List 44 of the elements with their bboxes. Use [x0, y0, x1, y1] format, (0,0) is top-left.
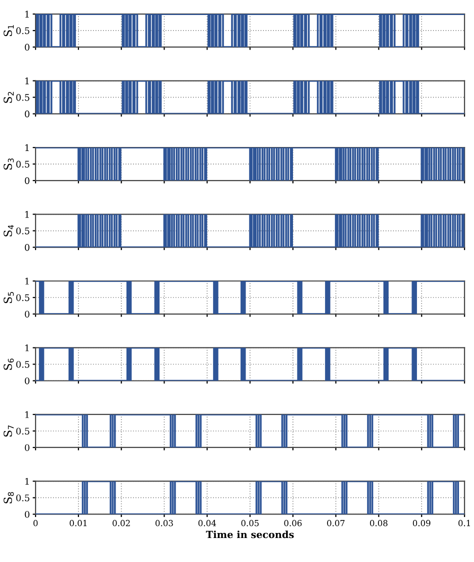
y-tick-label: 0.5	[16, 27, 30, 34]
y-tick-label: 0	[24, 44, 30, 51]
x-tick-label: 0	[33, 520, 38, 526]
x-tick-label: 0.07	[327, 520, 345, 526]
y-tick-label: 1	[25, 344, 29, 352]
x-tick-label: 0.03	[156, 520, 173, 526]
y-axis-title: S$_{6}$	[4, 358, 14, 370]
y-tick-label: 1	[25, 10, 29, 18]
y-tick-label: 0	[24, 377, 30, 384]
x-tick-label: 0.06	[284, 520, 302, 526]
x-tick-label: 0.05	[241, 520, 259, 526]
y-tick-label: 1	[25, 411, 29, 418]
y-tick-label: 0	[24, 444, 30, 452]
x-tick-label: 0.04	[198, 520, 216, 526]
x-tick-label: 0.09	[412, 520, 430, 526]
y-tick-label: 0	[24, 244, 30, 251]
y-tick-label: 0	[24, 110, 30, 118]
y-tick-label: 1	[25, 478, 29, 485]
x-tick-label: 0.08	[370, 520, 388, 526]
y-tick-label: 0	[24, 177, 30, 184]
y-axis-title: S$_{1}$	[4, 25, 14, 36]
y-tick-label: 0	[24, 310, 30, 318]
x-tick-label: 0.1	[458, 520, 470, 526]
y-tick-label: 1	[25, 210, 29, 218]
y-tick-label: 0	[24, 510, 30, 518]
y-tick-label: 0.5	[16, 94, 30, 101]
y-axis-title: S$_{3}$	[4, 158, 14, 170]
y-tick-label: 0.5	[16, 360, 30, 368]
y-tick-label: 0.5	[16, 294, 30, 302]
y-axis-title: S$_{5}$	[4, 292, 14, 304]
y-tick-label: 0.5	[16, 494, 30, 502]
y-axis-title: S$_{8}$	[4, 492, 14, 504]
y-axis-title: S$_{4}$	[4, 225, 14, 236]
x-tick-label: 0.01	[70, 520, 87, 526]
x-tick-label: 0.02	[112, 520, 130, 526]
y-tick-label: 0.5	[16, 228, 30, 234]
y-tick-label: 0.5	[16, 428, 30, 435]
y-tick-label: 1	[25, 278, 29, 284]
y-tick-label: 0.5	[16, 160, 30, 168]
y-tick-label: 1	[25, 78, 29, 84]
y-tick-label: 1	[25, 144, 29, 151]
y-axis-title: S$_{2}$	[4, 92, 14, 103]
y-axis-title: S$_{7}$	[4, 425, 14, 437]
x-axis-title: Time in seconds	[206, 530, 294, 538]
